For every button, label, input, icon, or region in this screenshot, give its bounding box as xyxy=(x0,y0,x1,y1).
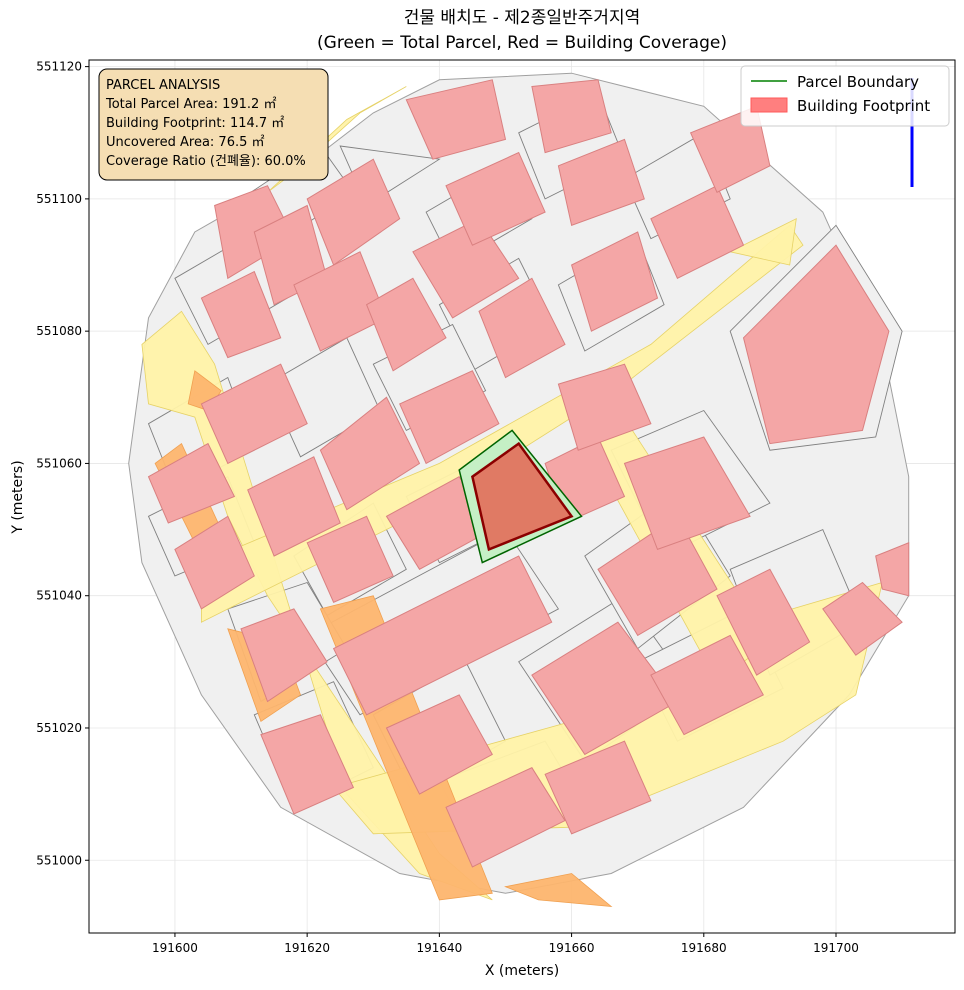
building-footprint xyxy=(689,105,771,193)
building-footprint xyxy=(445,151,546,246)
target-parcel-layer xyxy=(458,429,583,564)
y-tick-label: 551020 xyxy=(36,721,82,735)
x-tick-label: 191600 xyxy=(152,941,198,955)
building-footprint xyxy=(557,363,652,451)
building-footprint xyxy=(531,79,612,154)
building-footprint xyxy=(174,515,255,610)
building-footprint xyxy=(822,581,903,656)
building-footprint xyxy=(412,218,520,319)
building-footprint xyxy=(147,442,236,524)
buildings-layer xyxy=(147,79,910,868)
building-footprint xyxy=(200,363,308,465)
building-footprint xyxy=(385,694,493,795)
building-footprint xyxy=(597,515,718,637)
building-footprint xyxy=(742,244,890,445)
building-footprint xyxy=(247,456,341,557)
legend-parcel-label: Parcel Boundary xyxy=(797,73,919,91)
building-footprint xyxy=(240,608,328,703)
chart-title-line1: 건물 배치도 - 제2종일반주거지역 xyxy=(404,8,640,28)
target-building-footprint xyxy=(470,441,574,552)
chart-title-line2: (Green = Total Parcel, Red = Building Co… xyxy=(317,33,727,53)
y-tick-label: 551120 xyxy=(36,60,82,74)
info-line-coverage: Coverage Ratio (건폐율): 60.0% xyxy=(106,154,306,169)
building-footprint xyxy=(571,231,659,332)
info-line-footprint: Building Footprint: 114.7 ㎡ xyxy=(106,116,284,131)
y-tick-label: 551040 xyxy=(36,589,82,603)
building-footprint xyxy=(716,568,811,676)
legend: Parcel Boundary Building Footprint xyxy=(740,65,950,127)
building-footprint xyxy=(623,436,751,551)
road-area xyxy=(729,218,797,266)
y-tick-label: 551060 xyxy=(36,456,82,470)
building-footprint xyxy=(405,79,507,160)
x-tick-label: 191660 xyxy=(549,941,595,955)
axes-frame xyxy=(88,59,956,934)
building-footprint xyxy=(557,138,645,226)
legend-building-swatch xyxy=(750,97,788,113)
building-footprint xyxy=(332,555,553,716)
parcel-analysis-box: PARCEL ANALYSIS Total Parcel Area: 191.2… xyxy=(98,68,329,181)
y-tick-label: 551000 xyxy=(36,853,82,867)
x-tick-label: 191700 xyxy=(813,941,859,955)
y-tick-label: 551080 xyxy=(36,324,82,338)
legend-building-label: Building Footprint xyxy=(797,97,930,115)
info-line-total: Total Parcel Area: 191.2 ㎡ xyxy=(105,97,276,112)
building-footprint xyxy=(875,542,910,597)
building-footprint xyxy=(365,277,447,372)
x-tick-label: 191640 xyxy=(416,941,462,955)
info-heading: PARCEL ANALYSIS xyxy=(106,78,220,93)
ticks: 191600 191620 191640 191660 191680 191700 5510… xyxy=(36,60,859,955)
building-footprint xyxy=(650,634,764,736)
building-footprint xyxy=(200,270,282,359)
building-footprint xyxy=(306,158,401,266)
x-axis-label: X (meters) xyxy=(485,963,559,979)
building-footprint xyxy=(306,515,394,603)
building-footprint xyxy=(399,370,500,465)
map-layer xyxy=(128,72,910,908)
y-axis-label: Y (meters) xyxy=(10,460,26,534)
building-footprint xyxy=(650,185,745,279)
info-line-uncovered: Uncovered Area: 76.5 ㎡ xyxy=(106,135,265,150)
building-footprint xyxy=(544,740,652,835)
building-footprint xyxy=(478,277,566,379)
x-tick-label: 191620 xyxy=(284,941,330,955)
y-tick-label: 551100 xyxy=(36,192,82,206)
x-tick-label: 191680 xyxy=(681,941,727,955)
orange-area xyxy=(504,873,613,908)
building-footprint xyxy=(260,714,355,815)
building-footprint xyxy=(445,767,566,868)
building-footprint xyxy=(319,396,421,511)
